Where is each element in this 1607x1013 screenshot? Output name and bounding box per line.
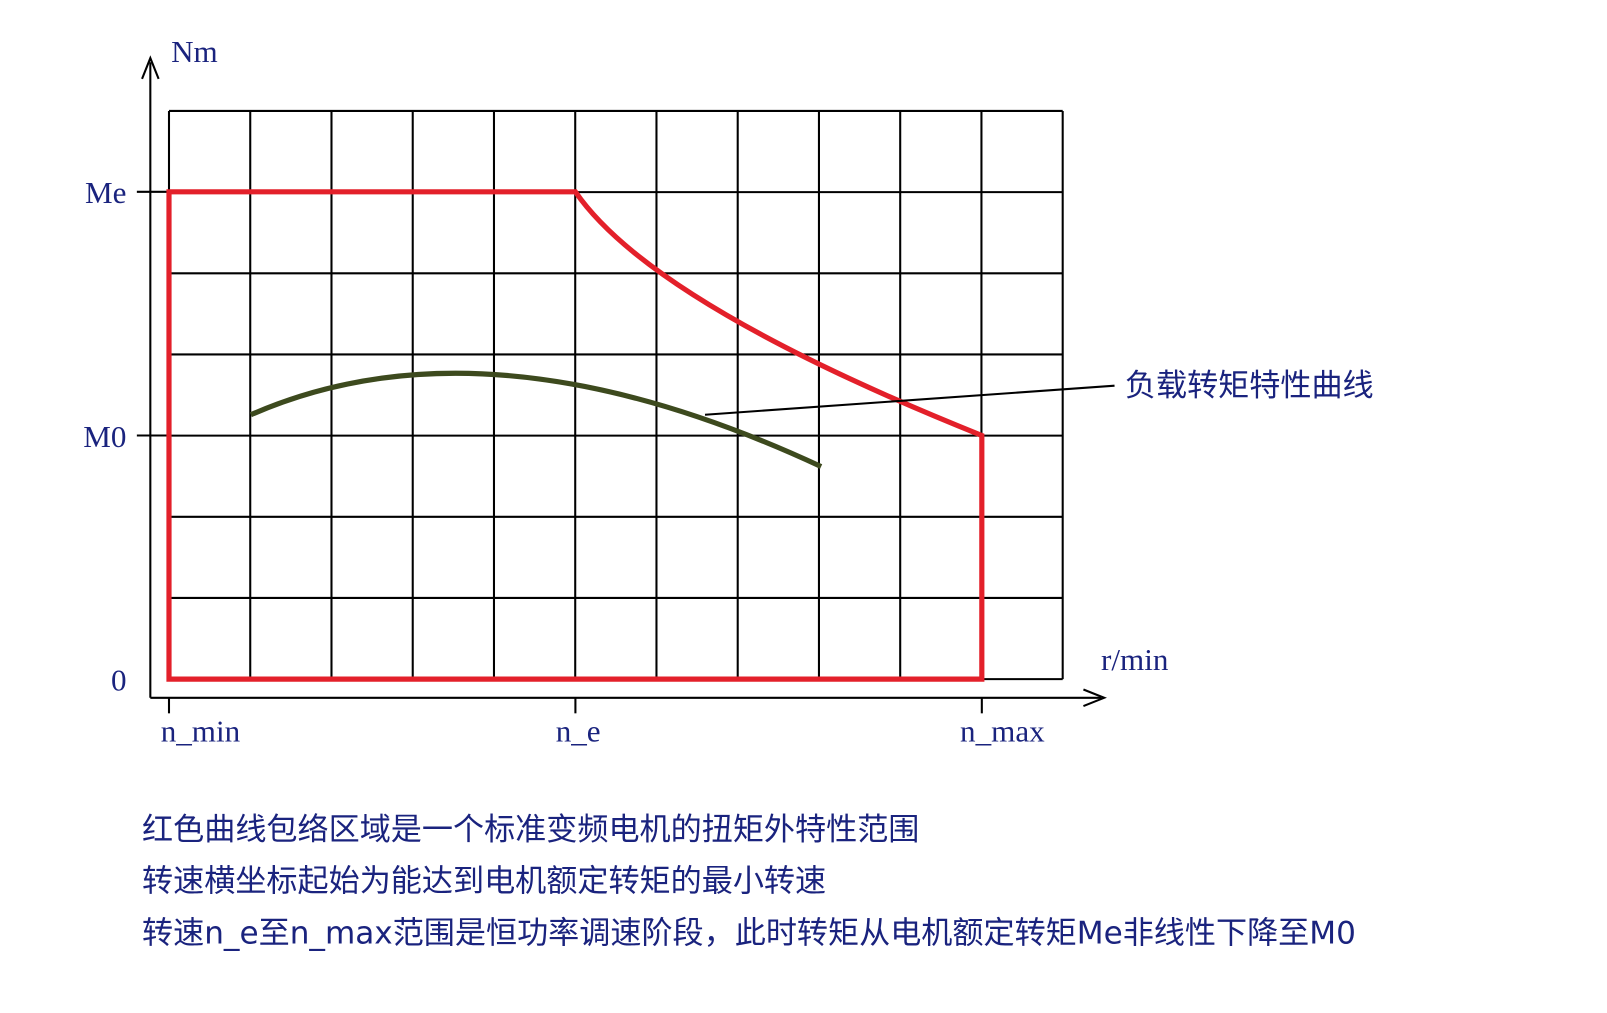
load-curve xyxy=(249,370,823,469)
x-unit: r/min xyxy=(1101,642,1169,677)
y-label: Me xyxy=(85,175,126,210)
y-unit: Nm xyxy=(171,34,218,69)
note: 红色曲线包络区域是一个标准变频电机的扭矩外特性范围 xyxy=(142,812,919,848)
note: 转速横坐标起始为能达到电机额定转矩的最小转速 xyxy=(142,864,826,900)
x-arrow xyxy=(1083,688,1107,708)
x-label: n_min xyxy=(161,713,241,748)
y-arrow xyxy=(141,55,160,80)
grid xyxy=(167,109,1064,681)
x-label: n_e xyxy=(556,713,601,748)
note: 转速n_e至n_max范围是恒功率调速阶段，此时转矩从电机额定转矩Me非线性下降… xyxy=(142,916,1356,952)
annotation: 负载转矩特性曲线 xyxy=(1125,368,1374,404)
y-label: M0 xyxy=(83,419,126,454)
motor-envelope xyxy=(166,189,985,682)
y-label: 0 xyxy=(111,663,127,698)
x-label: n_max xyxy=(960,713,1045,748)
leader-line xyxy=(704,384,1115,416)
ticks xyxy=(136,190,983,714)
